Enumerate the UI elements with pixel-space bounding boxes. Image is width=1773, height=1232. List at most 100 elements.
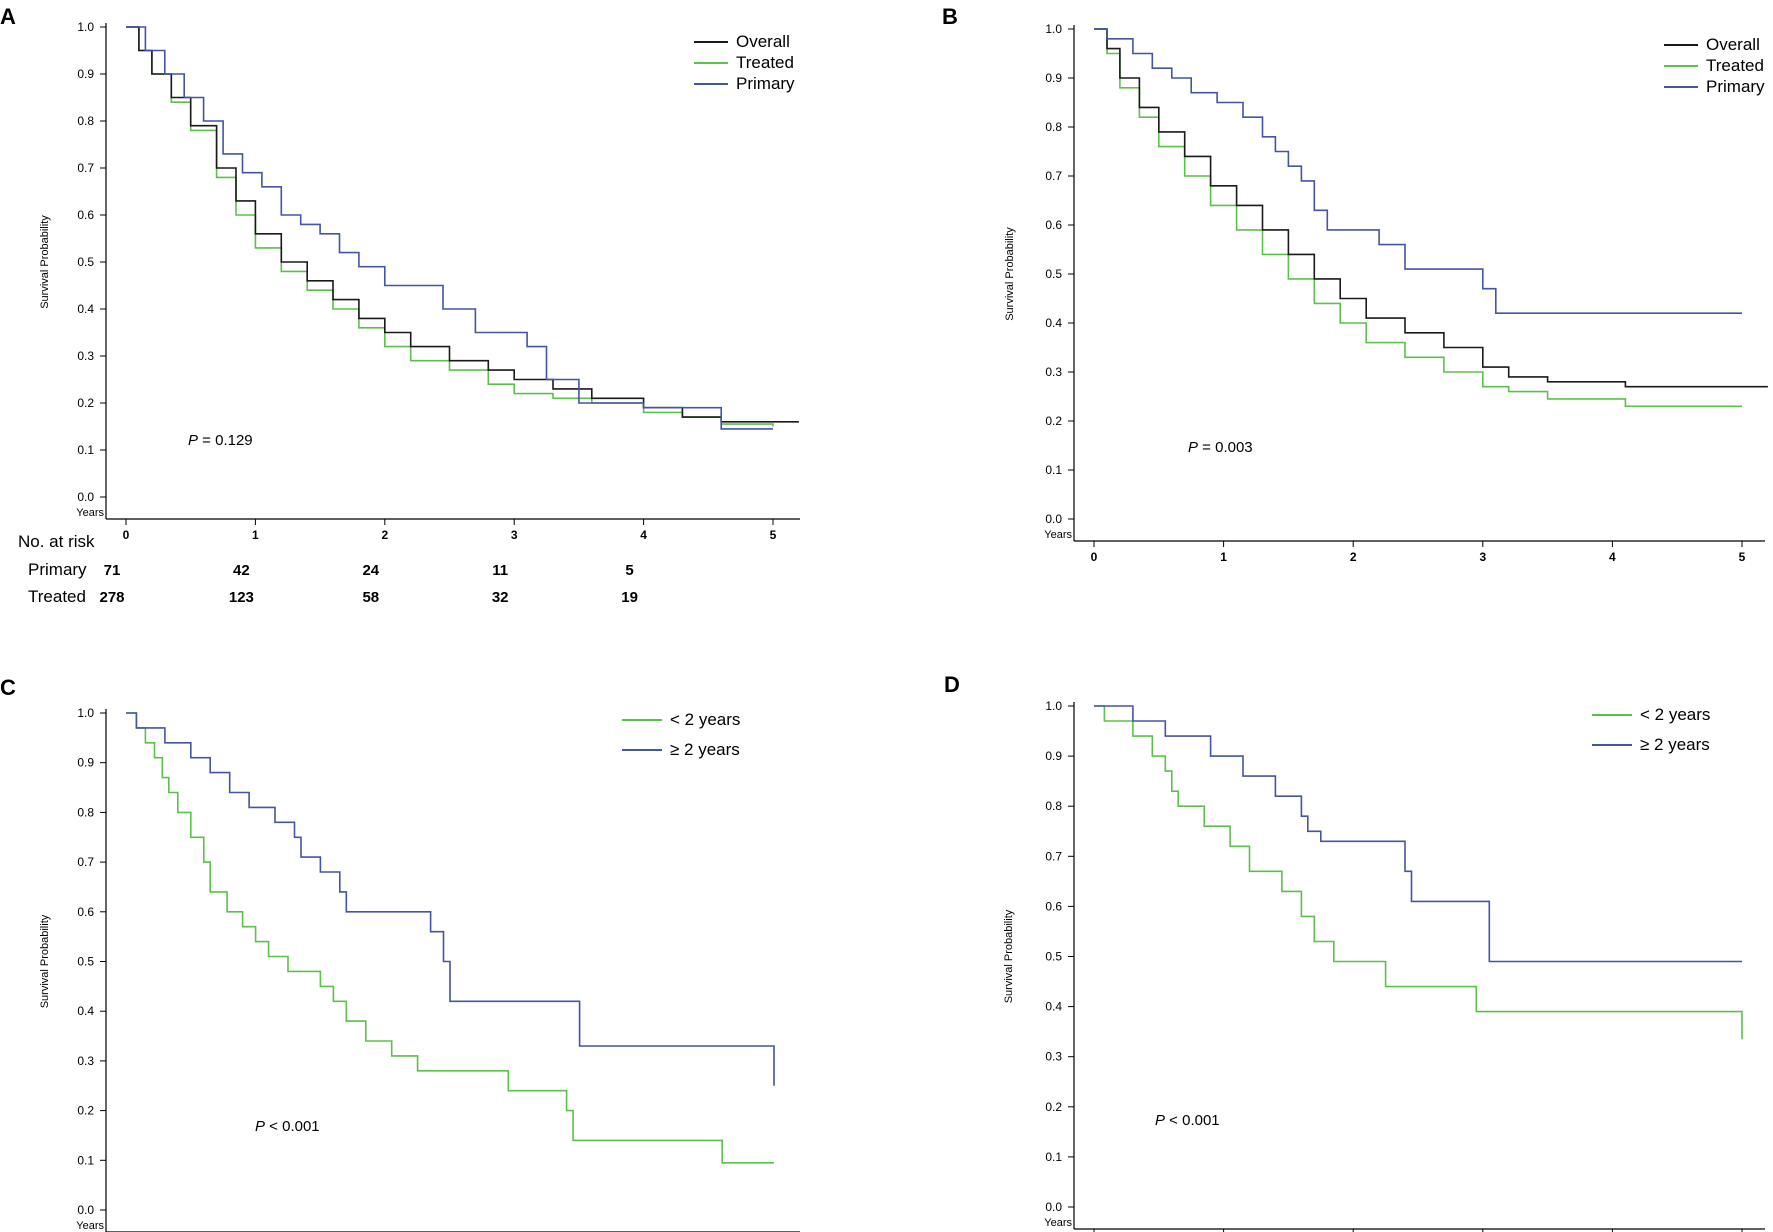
y-tick-label: 0.6 (1045, 899, 1062, 913)
p-value: P < 0.001 (1155, 1112, 1220, 1129)
y-tick-label: 1.0 (77, 20, 94, 34)
legend-label-primary: Primary (1706, 77, 1765, 96)
x-axis-label: Years (76, 1220, 104, 1232)
y-tick-label: 0.3 (1045, 365, 1062, 379)
y-tick-label: 0.5 (77, 255, 94, 269)
series-line-primary (126, 26, 773, 430)
y-tick-label: 0.5 (1045, 950, 1062, 964)
series-line-primary (1094, 28, 1742, 314)
y-tick-label: 0.9 (77, 67, 94, 81)
x-axis-label: Years (1044, 1217, 1072, 1229)
y-axis-label: Survival Probability (1003, 909, 1015, 1003)
x-tick-label: 3 (511, 528, 518, 542)
panel-letter: A (0, 4, 16, 29)
y-tick-label: 1.0 (1045, 22, 1062, 36)
x-axis-label: Years (76, 507, 104, 519)
y-tick-label: 0.8 (1045, 799, 1062, 813)
y-tick-label: 0.0 (77, 1203, 94, 1217)
series-line-overall (1094, 28, 1768, 388)
y-tick-label: 0.5 (77, 955, 94, 969)
series-line-lt-2-years (1094, 705, 1743, 1040)
legend-label-primary: Primary (736, 74, 795, 93)
x-tick-label: 2 (1350, 550, 1357, 564)
risk-count: 278 (99, 589, 124, 606)
x-tick-label: 5 (1739, 550, 1746, 564)
y-tick-label: 0.9 (1045, 71, 1062, 85)
risk-count: 32 (492, 589, 509, 606)
legend-label-ge-2-years: ≥ 2 years (1640, 735, 1710, 754)
y-tick-label: 0.2 (1045, 414, 1062, 428)
y-tick-label: 0.3 (77, 1054, 94, 1068)
y-tick-label: 0.2 (77, 1104, 94, 1118)
legend-label-ge-2-years: ≥ 2 years (670, 740, 740, 759)
risk-count: 71 (104, 562, 121, 579)
y-tick-label: 0.7 (1045, 849, 1062, 863)
y-tick-label: 0.7 (77, 161, 94, 175)
y-tick-label: 0.1 (77, 443, 94, 457)
risk-count: 19 (621, 589, 638, 606)
series-line-ge-2-years (126, 712, 775, 1086)
y-tick-label: 0.3 (1045, 1050, 1062, 1064)
y-tick-label: 0.3 (77, 349, 94, 363)
series-line-ge-2-years (1094, 705, 1742, 963)
y-tick-label: 0.1 (77, 1153, 94, 1167)
y-axis-label: Survival Probability (39, 215, 51, 309)
x-tick-label: 1 (1220, 550, 1227, 564)
p-value: P = 0.003 (1188, 439, 1253, 456)
y-tick-label: 0.0 (1045, 512, 1062, 526)
y-tick-label: 1.0 (77, 706, 94, 720)
legend-label-lt-2-years: < 2 years (670, 710, 740, 729)
panel-c: C0.00.10.20.30.40.50.60.70.80.91.0012345… (0, 675, 800, 1232)
risk-table-title: No. at risk (18, 532, 95, 551)
y-tick-label: 0.4 (77, 302, 94, 316)
series-line-lt-2-years (126, 712, 774, 1164)
p-value: P = 0.129 (188, 432, 253, 449)
y-tick-label: 0.5 (1045, 267, 1062, 281)
y-axis-label: Survival Probability (1004, 227, 1016, 321)
risk-row-label-primary: Primary (28, 560, 87, 579)
x-tick-label: 5 (770, 528, 777, 542)
series-line-overall (126, 26, 799, 423)
x-tick-label: 4 (640, 528, 647, 542)
legend-label-treated: Treated (1706, 56, 1764, 75)
y-tick-label: 1.0 (1045, 699, 1062, 713)
y-tick-label: 0.0 (77, 490, 94, 504)
x-tick-label: 0 (123, 528, 130, 542)
y-tick-label: 0.1 (1045, 463, 1062, 477)
x-tick-label: 3 (1479, 550, 1486, 564)
panel-b: B 0.0 0.1 0.2 0.3 0.4 0.5 0.6 0.7 0.8 0.9 1.0 0 1 2 3 4 5… (942, 4, 1768, 564)
legend-label-lt-2-years: < 2 years (1640, 705, 1710, 724)
series-line-treated (1094, 28, 1742, 408)
y-tick-label: 0.2 (1045, 1100, 1062, 1114)
x-axis-label: Years (1044, 529, 1072, 541)
risk-count: 42 (233, 562, 250, 579)
y-tick-label: 0.4 (1045, 316, 1062, 330)
y-tick-label: 0.9 (1045, 749, 1062, 763)
y-axis-label: Survival Probability (39, 914, 51, 1008)
y-tick-label: 0.6 (77, 905, 94, 919)
risk-count: 11 (492, 562, 508, 579)
p-value: P < 0.001 (255, 1118, 320, 1135)
risk-row-label-treated: Treated (28, 587, 86, 606)
series-line-treated (126, 26, 774, 427)
y-tick-label: 0.1 (1045, 1150, 1062, 1164)
panel-d: D0.00.10.20.30.40.50.60.70.80.91.0012345… (944, 672, 1765, 1232)
y-tick-label: 0.2 (77, 396, 94, 410)
risk-count: 5 (625, 562, 633, 579)
y-tick-label: 0.7 (1045, 169, 1062, 183)
risk-count: 58 (362, 589, 379, 606)
panel-letter: C (0, 675, 16, 700)
risk-count: 123 (229, 589, 254, 606)
legend-label-overall: Overall (736, 32, 790, 51)
x-tick-label: 2 (381, 528, 388, 542)
y-tick-label: 0.8 (77, 805, 94, 819)
y-tick-label: 0.9 (77, 756, 94, 770)
x-tick-label: 4 (1609, 550, 1616, 564)
y-tick-label: 0.7 (77, 855, 94, 869)
y-tick-label: 0.0 (1045, 1200, 1062, 1214)
panel-a: A0.00.10.20.30.40.50.60.70.80.91.00 1 2 3 4 5… (0, 4, 800, 606)
x-tick-label: 1 (252, 528, 259, 542)
legend-label-overall: Overall (1706, 35, 1760, 54)
y-tick-label: 0.4 (1045, 1000, 1062, 1014)
